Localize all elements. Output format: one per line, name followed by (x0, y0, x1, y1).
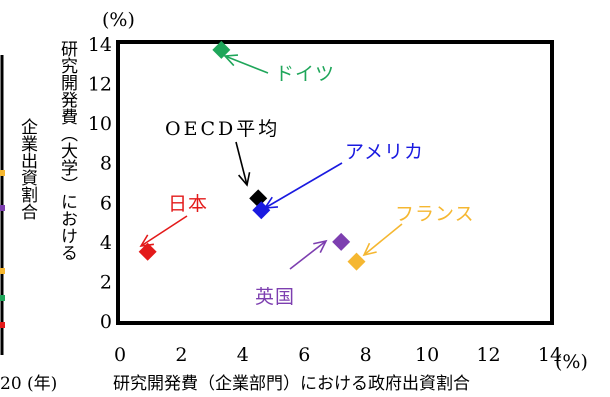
data-points (138, 40, 366, 271)
x-tick-label: 10 (415, 344, 439, 366)
data-point (138, 242, 157, 261)
x-ticks: 0 2 4 6 8 10 12 14 (114, 344, 562, 366)
x-axis-title: 研究開発費（企業部門）における政府出資割合 (113, 374, 470, 394)
y-ticks: 0 2 4 6 8 10 12 14 (88, 34, 112, 333)
data-point (332, 232, 351, 251)
data-point (347, 252, 366, 271)
y-tick-label: 4 (100, 232, 112, 254)
left-fragment-marker (0, 322, 5, 328)
point-label: 日本 (168, 193, 208, 215)
left-fragment-marker (0, 205, 5, 211)
annotation-arrow-line (235, 141, 248, 186)
annotation-arrows (139, 54, 403, 270)
annotation-arrow-line (224, 55, 269, 74)
y-tick-label: 8 (100, 153, 112, 175)
x-tick-label: 14 (538, 344, 562, 366)
point-label: アメリカ (345, 141, 424, 163)
y-tick-label: 2 (100, 271, 112, 293)
left-fragment-marker (0, 268, 5, 274)
point-label: OECD平均 (165, 118, 280, 140)
annotation-arrow-line (289, 240, 327, 270)
left-fragment-year-label: 20 (年) (0, 374, 57, 394)
x-tick-label: 6 (298, 344, 310, 366)
x-tick-label: 2 (175, 344, 187, 366)
y-axis-title: 研究開発費（大学）における (57, 40, 78, 261)
y-tick-label: 14 (88, 34, 112, 56)
annotation-arrow-line (140, 215, 188, 247)
data-point (252, 201, 271, 220)
point-label: フランス (395, 203, 475, 225)
x-tick-label: 12 (476, 344, 500, 366)
y-tick-label: 6 (100, 192, 112, 214)
left-fragment-marker (0, 295, 5, 301)
point-label: ドイツ (275, 63, 335, 85)
y-tick-label: 10 (88, 113, 112, 135)
annotation-arrow-line (363, 223, 403, 256)
annotation-arrow-head (313, 239, 328, 254)
data-point (212, 40, 231, 59)
x-axis-unit: (%) (555, 351, 588, 373)
annotation-arrow-line (264, 162, 343, 209)
point-label: 英国 (255, 286, 295, 308)
left-fragment-ylabel: 企業出資割合 (17, 118, 38, 220)
annotation-arrow-head (238, 172, 251, 187)
y-tick-label: 0 (100, 311, 112, 333)
annotation-arrow-head (223, 54, 239, 67)
left-chart-fragment: 企業出資割合 20 (年) (0, 55, 57, 394)
y-axis-unit: (%) (102, 9, 135, 31)
x-tick-label: 4 (237, 344, 249, 366)
y-tick-label: 12 (88, 74, 112, 96)
left-fragment-marker (0, 170, 5, 176)
x-tick-label: 0 (114, 344, 126, 366)
annotation-arrow-head (362, 242, 377, 257)
x-tick-label: 8 (360, 344, 372, 366)
annotation-arrow-head (263, 196, 279, 209)
plot-frame (116, 40, 554, 325)
